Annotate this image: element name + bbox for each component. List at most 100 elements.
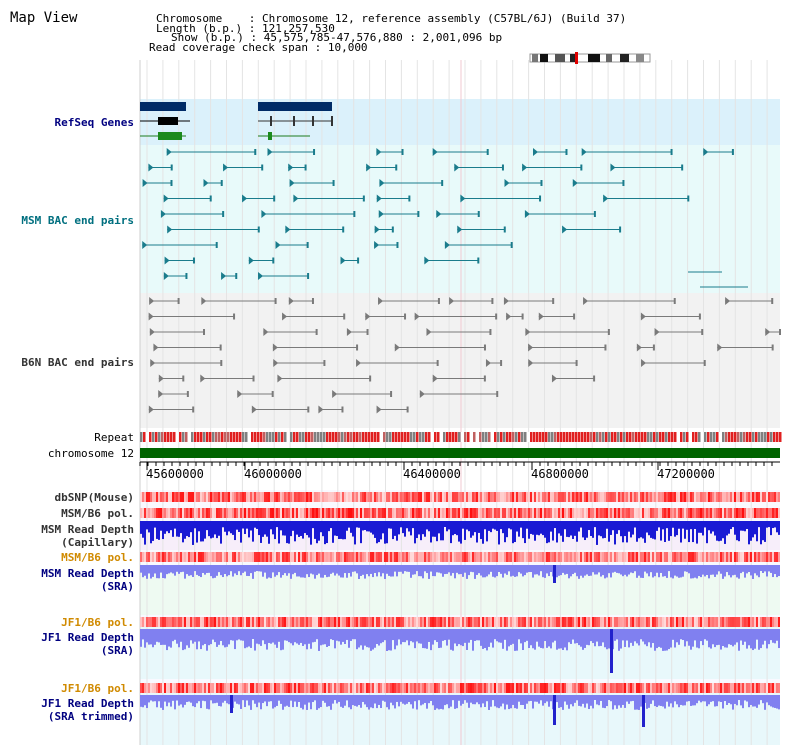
heat-cell	[190, 492, 192, 502]
heat-cell	[594, 617, 596, 627]
gene-exon	[312, 116, 314, 126]
heat-cell	[454, 492, 456, 502]
heat-cell	[328, 617, 330, 627]
heat-cell	[748, 552, 750, 562]
heat-cell	[276, 617, 278, 627]
heat-cell	[736, 492, 738, 502]
repeat-block	[251, 432, 254, 442]
heat-cell	[234, 683, 236, 693]
depth-bar	[424, 565, 426, 572]
ideogram-band	[532, 54, 538, 62]
repeat-block	[584, 432, 587, 442]
depth-bar	[452, 695, 454, 701]
heat-cell	[546, 552, 548, 562]
depth-bar	[742, 629, 744, 645]
repeat-block	[377, 432, 380, 442]
bac-end-marker	[313, 149, 316, 155]
depth-bar	[254, 521, 256, 528]
bac-end-marker	[703, 360, 706, 366]
heat-cell	[614, 617, 616, 627]
depth-bar	[174, 521, 176, 529]
heat-cell	[250, 617, 252, 627]
heat-cell	[180, 552, 182, 562]
depth-bar	[368, 629, 370, 648]
depth-bar	[474, 565, 476, 579]
heat-cell	[334, 552, 336, 562]
heat-cell	[494, 683, 496, 693]
bac-end-marker	[235, 273, 238, 279]
depth-bar	[304, 629, 306, 645]
heat-cell	[318, 508, 320, 518]
heat-cell	[410, 508, 412, 518]
heat-cell	[246, 508, 248, 518]
depth-bar	[360, 521, 362, 544]
heat-cell	[762, 683, 764, 693]
depth-bar	[332, 521, 334, 543]
label-refseq-genes[interactable]: RefSeq Genes	[54, 116, 134, 129]
depth-bar	[512, 695, 514, 705]
heat-cell	[628, 617, 630, 627]
heat-cell	[182, 552, 184, 562]
depth-bar	[338, 629, 340, 642]
heat-cell	[628, 508, 630, 518]
depth-bar	[652, 565, 654, 578]
depth-bar	[690, 629, 692, 650]
depth-bar	[284, 521, 286, 536]
depth-bar	[520, 521, 522, 528]
heat-cell	[656, 492, 658, 502]
depth-bar	[538, 521, 540, 536]
depth-bar	[406, 629, 408, 641]
heat-cell	[214, 617, 216, 627]
label-msm-bac-end-pairs[interactable]: MSM BAC end pairs	[21, 214, 134, 227]
heat-cell	[746, 617, 748, 627]
heat-cell	[402, 617, 404, 627]
depth-bar	[554, 521, 556, 529]
heat-cell	[594, 683, 596, 693]
heat-cell	[762, 617, 764, 627]
heat-cell	[286, 552, 288, 562]
heat-cell	[470, 492, 472, 502]
heat-cell	[472, 617, 474, 627]
depth-bar	[498, 629, 500, 643]
depth-bar	[402, 565, 404, 574]
bac-end-marker	[271, 391, 274, 397]
heat-cell	[772, 508, 774, 518]
depth-bar	[736, 695, 738, 706]
depth-bar	[684, 565, 686, 572]
depth-bar	[544, 695, 546, 704]
depth-bar	[470, 629, 472, 640]
depth-bar	[488, 565, 490, 575]
depth-bar	[152, 629, 154, 648]
label-b6n-bac-end-pairs[interactable]: B6N BAC end pairs	[21, 356, 134, 369]
depth-bar	[716, 521, 718, 541]
depth-bar	[702, 521, 704, 536]
heat-cell	[500, 492, 502, 502]
heat-cell	[152, 552, 154, 562]
depth-bar	[196, 695, 198, 704]
heat-cell	[738, 683, 740, 693]
depth-bar	[570, 629, 572, 644]
heat-cell	[434, 492, 436, 502]
heat-cell	[608, 492, 610, 502]
repeat-block	[536, 432, 539, 442]
bac-end-marker	[503, 226, 506, 233]
depth-bar	[582, 629, 584, 650]
heat-cell	[546, 508, 548, 518]
depth-bar	[434, 695, 436, 710]
depth-bar	[470, 521, 472, 538]
chromosome-bar	[140, 448, 780, 458]
depth-bar	[380, 695, 382, 709]
heat-cell	[348, 508, 350, 518]
heat-cell	[604, 492, 606, 502]
depth-bar	[392, 629, 394, 641]
heat-cell	[480, 683, 482, 693]
heat-cell	[714, 552, 716, 562]
depth-bar	[586, 565, 588, 575]
depth-bar	[600, 521, 602, 537]
depth-bar	[642, 565, 644, 578]
depth-bar	[704, 521, 706, 528]
heat-cell	[682, 617, 684, 627]
bac-end-marker	[396, 242, 399, 248]
heat-cell	[392, 683, 394, 693]
